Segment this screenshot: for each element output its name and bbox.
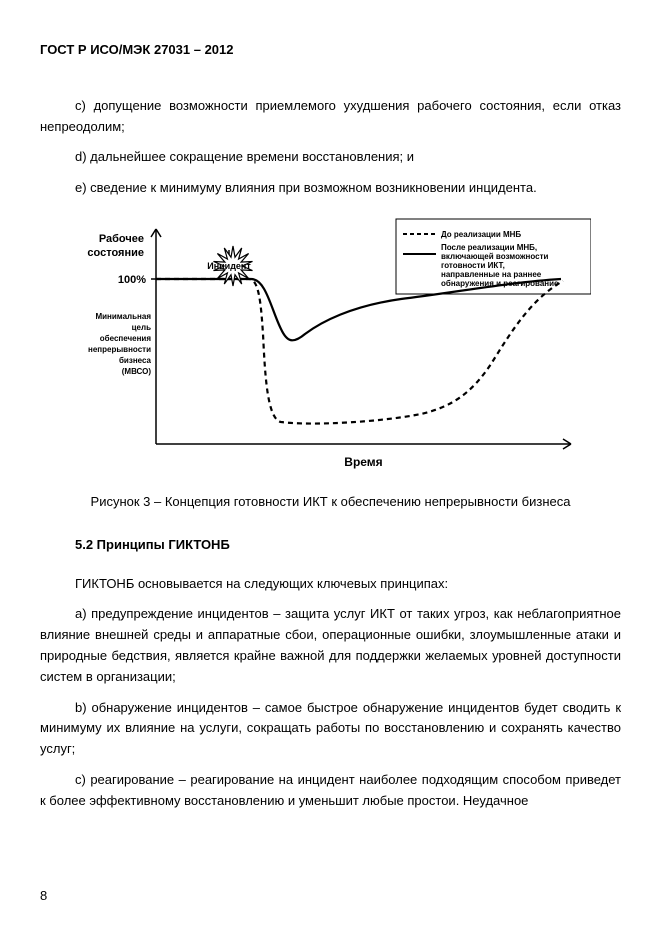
para-5-2-a: a) предупреждение инцидентов – защита ус… xyxy=(40,604,621,687)
svg-text:цель: цель xyxy=(131,323,150,332)
svg-text:бизнеса: бизнеса xyxy=(118,356,151,365)
figure-caption: Рисунок 3 – Концепция готовности ИКТ к о… xyxy=(40,492,621,513)
doc-header: ГОСТ Р ИСО/МЭК 27031 – 2012 xyxy=(40,40,621,61)
svg-text:непрерывности: непрерывности xyxy=(88,345,151,354)
svg-text:готовности ИКТ,: готовности ИКТ, xyxy=(441,261,505,270)
svg-text:После реализации МНБ,: После реализации МНБ, xyxy=(441,243,537,252)
svg-text:До реализации МНБ: До реализации МНБ xyxy=(441,230,521,239)
svg-text:включающей возможности: включающей возможности xyxy=(441,252,549,261)
list-item-d: d) дальнейшее сокращение времени восстан… xyxy=(40,147,621,168)
list-item-e: e) сведение к минимуму влияния при возмо… xyxy=(40,178,621,199)
svg-text:Инцидент: Инцидент xyxy=(207,261,251,271)
section-5-2-title: 5.2 Принципы ГИКТОНБ xyxy=(40,535,621,556)
list-item-c: c) допущение возможности приемлемого уху… xyxy=(40,96,621,138)
para-5-2-b: b) обнаружение инцидентов – самое быстро… xyxy=(40,698,621,760)
svg-text:Рабочее: Рабочее xyxy=(98,233,143,245)
chart-svg: До реализации МНБ После реализации МНБ,вк… xyxy=(71,214,591,474)
svg-text:обеспечения: обеспечения xyxy=(99,334,151,343)
svg-text:направленные на раннее: направленные на раннее xyxy=(441,270,542,279)
svg-text:состояние: состояние xyxy=(87,247,144,259)
figure-3-chart: До реализации МНБ После реализации МНБ,вк… xyxy=(40,214,621,474)
svg-text:100%: 100% xyxy=(117,274,145,286)
para-5-2-c: c) реагирование – реагирование на инциде… xyxy=(40,770,621,812)
svg-text:(МВСО): (МВСО) xyxy=(121,367,151,376)
svg-text:Время: Время xyxy=(344,455,382,469)
page-number: 8 xyxy=(40,886,47,907)
svg-text:Минимальная: Минимальная xyxy=(95,312,151,321)
para-5-2-intro: ГИКТОНБ основывается на следующих ключев… xyxy=(40,574,621,595)
